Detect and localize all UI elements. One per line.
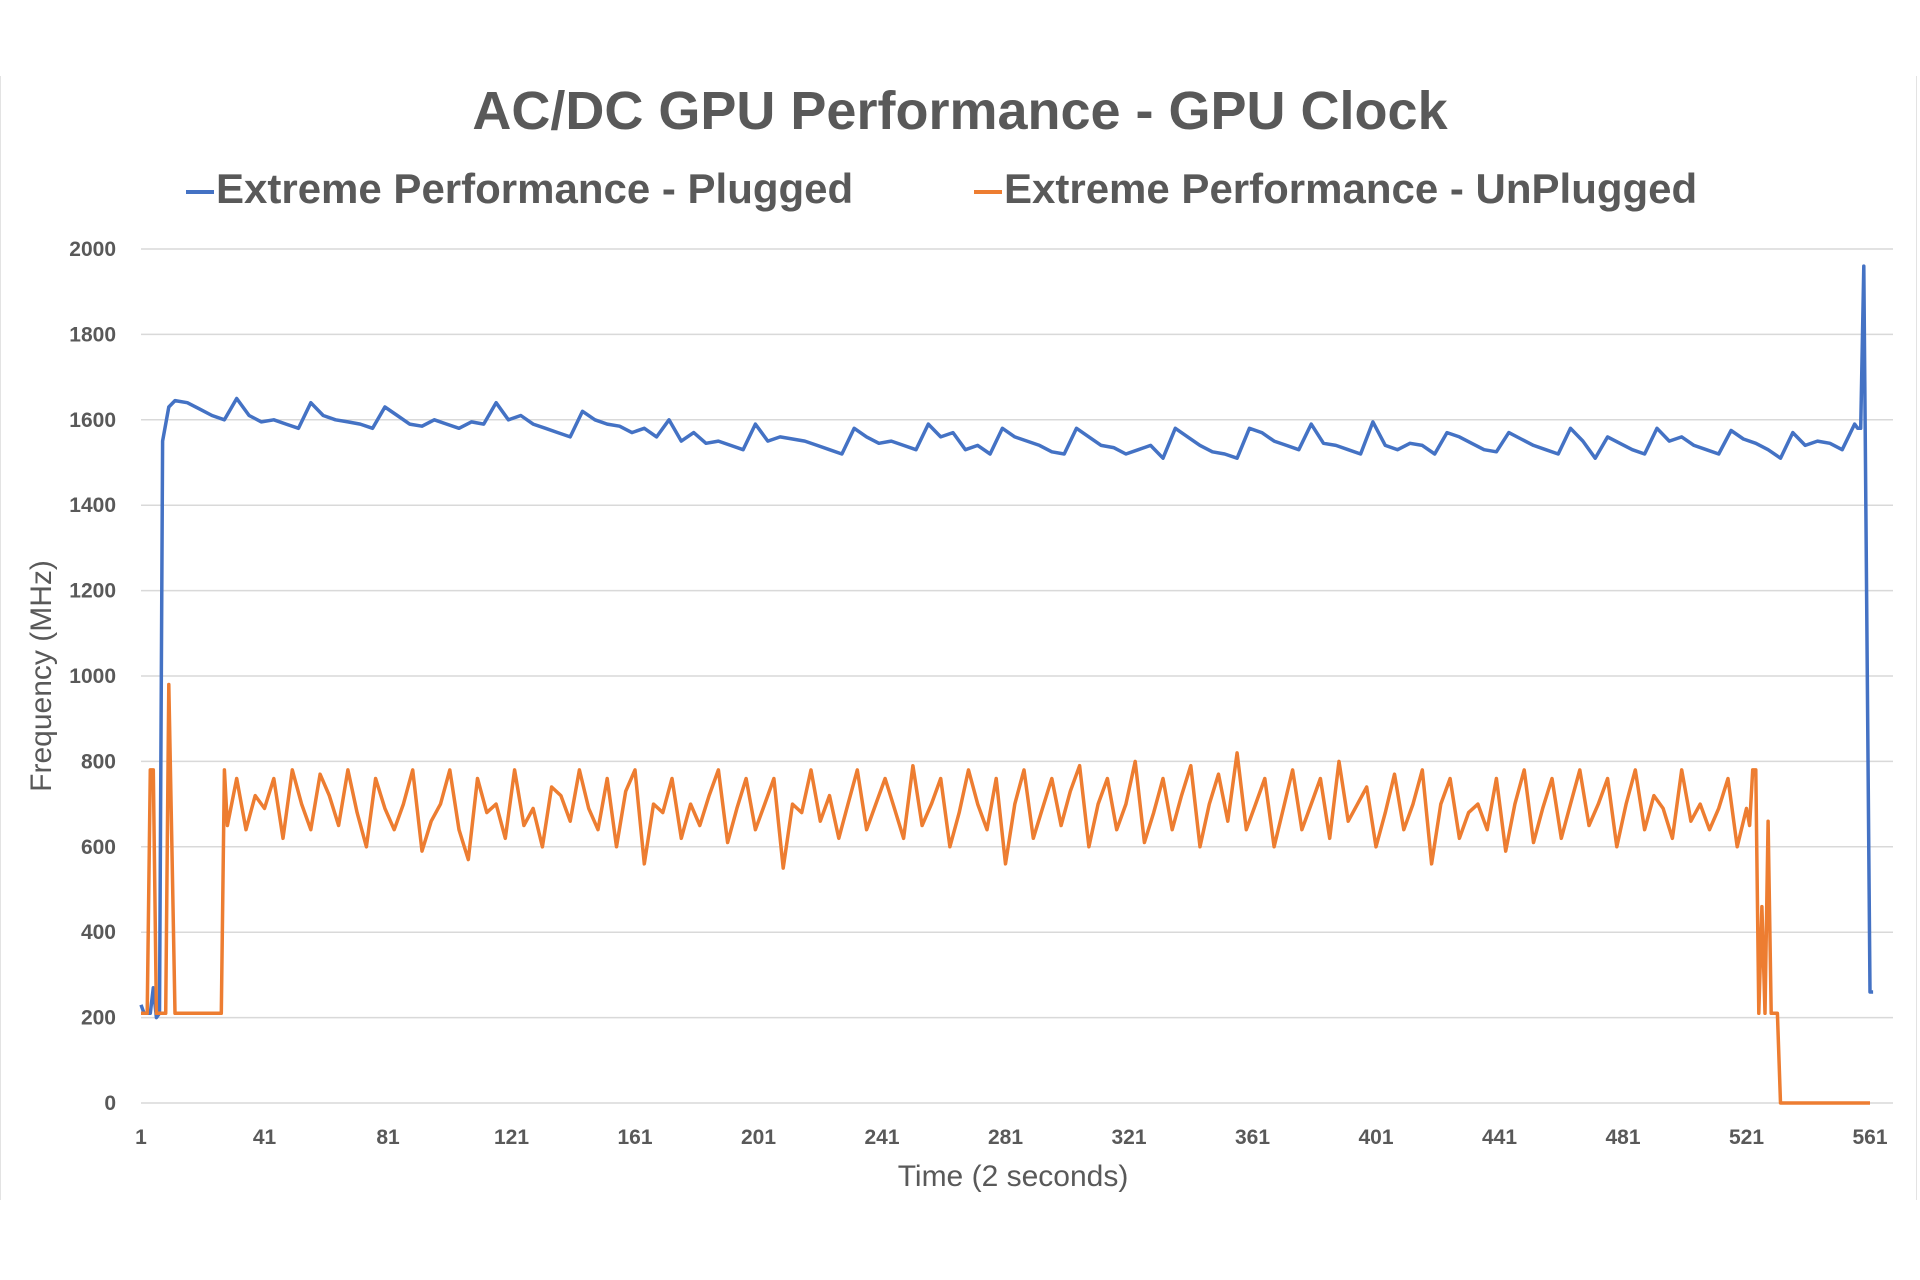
x-tick-label: 561: [1852, 1126, 1887, 1149]
y-tick-label: 1200: [69, 580, 116, 603]
legend-label-plugged: Extreme Performance - Plugged: [216, 165, 854, 212]
y-tick-label: 800: [81, 750, 116, 773]
y-tick-label: 1600: [69, 409, 116, 432]
y-tick-label: 600: [81, 836, 116, 859]
y-tick-label: 0: [104, 1092, 116, 1115]
x-tick-label: 81: [376, 1126, 400, 1149]
y-tick-label: 1800: [69, 323, 116, 346]
legend-item-unplugged: Extreme Performance - UnPlugged: [974, 165, 1697, 213]
chart-frame: [0, 76, 1917, 1200]
chart-title: AC/DC GPU Performance - GPU Clock: [472, 81, 1448, 141]
y-tick-label: 400: [81, 921, 116, 944]
y-axis-title: Frequency (MHz): [25, 560, 58, 792]
x-tick-label: 201: [741, 1126, 776, 1149]
x-tick-label: 1: [135, 1126, 147, 1149]
x-tick-label: 321: [1111, 1126, 1146, 1149]
x-tick-label: 481: [1605, 1126, 1640, 1149]
x-tick-label: 361: [1235, 1126, 1270, 1149]
x-axis-title: Time (2 seconds): [897, 1160, 1129, 1193]
x-tick-label: 41: [253, 1126, 277, 1149]
x-tick-label: 521: [1729, 1126, 1764, 1149]
legend-swatch-plugged: [186, 189, 214, 194]
y-tick-label: 1000: [69, 665, 116, 688]
x-tick-label: 281: [988, 1126, 1023, 1149]
y-tick-label: 2000: [69, 238, 116, 261]
x-tick-label: 401: [1358, 1126, 1393, 1149]
legend-label-unplugged: Extreme Performance - UnPlugged: [1004, 165, 1698, 212]
x-tick-label: 121: [494, 1126, 529, 1149]
x-tick-label: 161: [617, 1126, 652, 1149]
legend-item-plugged: Extreme Performance - Plugged: [186, 165, 853, 213]
y-tick-label: 1400: [69, 494, 116, 517]
x-tick-label: 241: [864, 1126, 899, 1149]
series-line-unplugged: [141, 682, 1870, 1105]
x-tick-label: 441: [1482, 1126, 1517, 1149]
y-tick-label: 200: [81, 1007, 116, 1030]
series-line-plugged: [139, 264, 1874, 1020]
legend-swatch-unplugged: [974, 189, 1002, 194]
